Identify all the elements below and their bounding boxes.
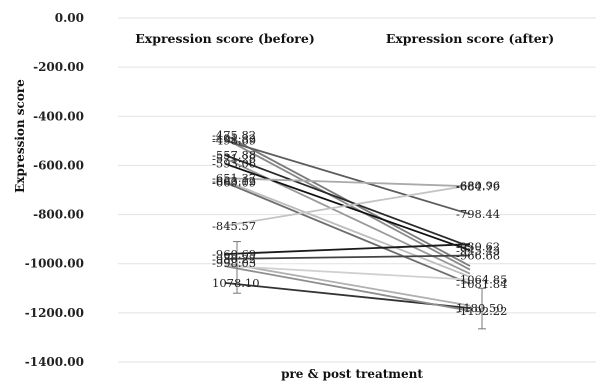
- series-line: [224, 181, 471, 285]
- data-label: 1078.10: [212, 276, 260, 290]
- data-label: -684.79: [456, 179, 500, 193]
- data-label: -798.44: [456, 207, 500, 221]
- data-label: -475.82: [212, 128, 256, 142]
- data-label: -998.03: [212, 256, 256, 270]
- data-label: -1081.84: [456, 277, 507, 291]
- data-label: 1180.50: [456, 301, 504, 315]
- data-label: -669.09: [212, 175, 256, 189]
- data-label: -960.69: [212, 247, 256, 261]
- error-bars: [233, 241, 486, 330]
- data-label: -557.88: [212, 148, 256, 162]
- series-line: [224, 184, 471, 227]
- y-tick-label: -1200.00: [25, 306, 84, 320]
- series-line: [224, 162, 471, 252]
- y-tick-label: -600.00: [33, 158, 84, 172]
- series-line: [224, 265, 471, 281]
- y-tick-label: -400.00: [33, 109, 84, 123]
- series-line: [224, 177, 471, 188]
- data-label: -1192.22: [456, 304, 507, 318]
- series-line: [224, 265, 471, 312]
- data-label: -491.32: [212, 132, 256, 146]
- data-label: -651.37: [212, 171, 256, 185]
- y-axis-tick-labels: 0.00 -200.00 -400.00 -600.00 -800.00 -1000.00…: [25, 11, 84, 369]
- series-lines: [224, 134, 471, 312]
- data-label: -1064.85: [456, 273, 507, 287]
- data-label: -945.43: [456, 243, 500, 257]
- data-label: -571.28: [212, 151, 256, 165]
- data-label: -593.06: [212, 157, 256, 171]
- gridlines: [118, 17, 596, 363]
- series-line: [224, 254, 471, 260]
- x-axis-title: pre & post treatment: [281, 367, 423, 381]
- series-line: [224, 154, 471, 248]
- y-tick-label: 0.00: [55, 11, 84, 25]
- y-tick-label: -1000.00: [25, 257, 84, 271]
- y-tick-label: -800.00: [33, 208, 84, 222]
- category-label: Expression score (after): [386, 31, 554, 46]
- data-labels: -475.82-491.32-498.69 -798.44 -557.88 -930.…: [212, 128, 507, 318]
- series-line: [224, 180, 471, 278]
- series-line: [224, 137, 471, 271]
- y-tick-label: -200.00: [33, 60, 84, 74]
- data-label: -966.68: [456, 249, 500, 263]
- category-label: Expression score (before): [135, 31, 315, 46]
- series-line: [224, 243, 471, 255]
- data-label: -498.69: [212, 134, 256, 148]
- y-axis-title: Expression score: [13, 79, 27, 193]
- data-label: -845.57: [212, 219, 256, 233]
- y-tick-label: -1400.00: [25, 355, 84, 369]
- data-label: -680.96: [456, 178, 500, 192]
- data-label: -980.22: [212, 252, 256, 266]
- category-labels: Expression score (before) Expression scor…: [135, 31, 554, 46]
- series-line: [224, 262, 471, 307]
- data-label: -930.62: [456, 240, 500, 254]
- series-line: [224, 139, 471, 216]
- data-label: -663.12: [212, 174, 256, 188]
